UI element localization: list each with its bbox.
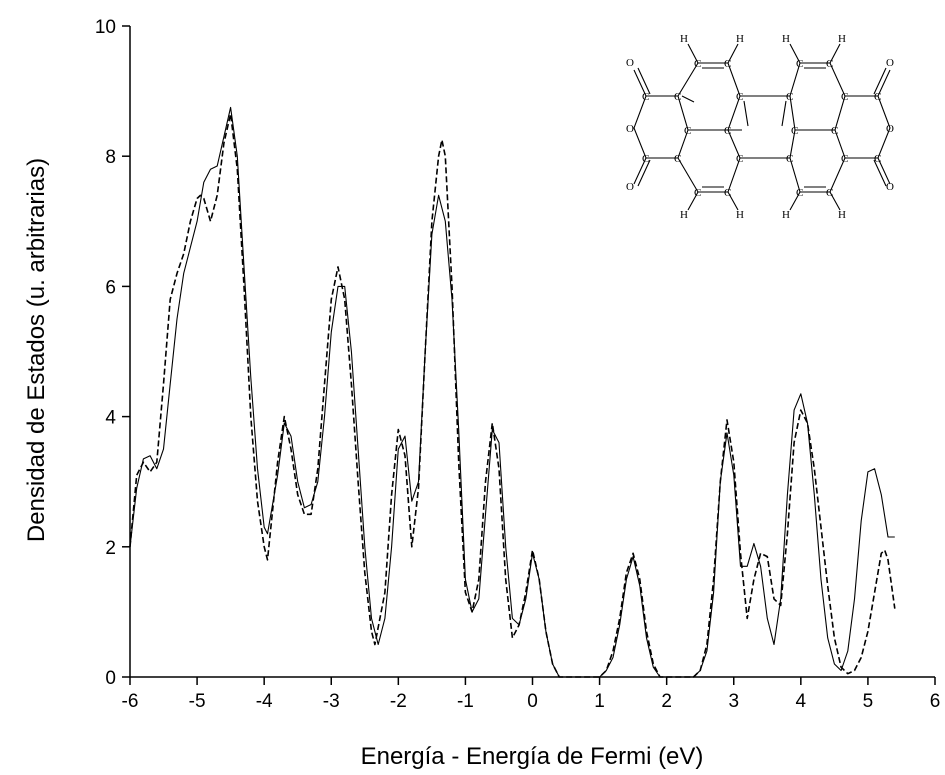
carbon-atom: C bbox=[642, 153, 649, 165]
carbon-atom: C bbox=[786, 91, 793, 103]
carbon-atom: C bbox=[642, 91, 649, 103]
carbon-atom: C bbox=[786, 153, 793, 165]
carbon-atom: C bbox=[724, 187, 731, 199]
carbon-atom: C bbox=[791, 125, 798, 137]
carbon-atom: C bbox=[841, 91, 848, 103]
y-axis-title: Densidad de Estados (u. arbitrarias) bbox=[23, 158, 50, 542]
molecule-structure-inset: C C C C C C C C C C C C C C C C C C C C bbox=[626, 33, 894, 221]
x-tick-label: 0 bbox=[527, 691, 538, 712]
carbon-atom: C bbox=[736, 91, 743, 103]
hydrogen-atom: H bbox=[782, 33, 790, 45]
molecule-atoms: C C C C C C C C C C C C C C C C C C C C bbox=[626, 33, 894, 221]
carbon-atom: C bbox=[796, 58, 803, 70]
x-tick-label: 1 bbox=[594, 691, 605, 712]
x-tick-label: 5 bbox=[863, 691, 874, 712]
x-tick-label: 4 bbox=[796, 691, 807, 712]
oxygen-atom: O bbox=[886, 57, 894, 69]
carbon-atom: C bbox=[724, 58, 731, 70]
carbon-atom: C bbox=[736, 153, 743, 165]
carbon-atom: C bbox=[724, 125, 731, 137]
x-tick-label: -4 bbox=[256, 691, 273, 712]
hydrogen-atom: H bbox=[838, 33, 846, 45]
hydrogen-atom: H bbox=[838, 209, 846, 221]
y-tick-label: 2 bbox=[105, 538, 116, 559]
oxygen-atom: O bbox=[626, 123, 634, 135]
carbon-atom: C bbox=[694, 58, 701, 70]
x-tick-label: 3 bbox=[728, 691, 739, 712]
x-tick-label: -3 bbox=[323, 691, 340, 712]
hydrogen-atom: H bbox=[736, 209, 744, 221]
oxygen-atom: O bbox=[626, 181, 634, 193]
carbon-atom: C bbox=[694, 187, 701, 199]
carbon-atom: C bbox=[796, 187, 803, 199]
series-layer bbox=[129, 106, 896, 678]
carbon-atom: C bbox=[874, 91, 881, 103]
hydrogen-atom: H bbox=[736, 33, 744, 45]
carbon-atom: C bbox=[841, 153, 848, 165]
plot-area: -6 -5 -4 -3 -2 -1 0 1 2 3 4 5 6 0 2 4 6 8 10 bbox=[95, 17, 940, 712]
carbon-atom: C bbox=[684, 125, 691, 137]
y-tick-label: 6 bbox=[105, 277, 116, 298]
x-tick-label: -2 bbox=[390, 691, 407, 712]
carbon-atom: C bbox=[831, 125, 838, 137]
oxygen-atom: O bbox=[886, 181, 894, 193]
carbon-atoms: C C C C C C C C C C C C C C C C C C C C bbox=[642, 58, 881, 199]
hydrogen-atom: H bbox=[680, 209, 688, 221]
oxygen-atom: O bbox=[886, 123, 894, 135]
hydrogen-atoms: H H H H H H H H bbox=[680, 33, 846, 221]
y-tick-label: 0 bbox=[105, 668, 116, 689]
x-axis-title: Energía - Energía de Fermi (eV) bbox=[361, 743, 704, 770]
x-tick-label: 2 bbox=[661, 691, 672, 712]
oxygen-atoms: O O O O O O bbox=[626, 57, 894, 193]
hydrogen-atom: H bbox=[680, 33, 688, 45]
carbon-atom: C bbox=[674, 91, 681, 103]
hydrogen-atom: H bbox=[782, 209, 790, 221]
carbon-atom: C bbox=[674, 153, 681, 165]
y-tick-label: 8 bbox=[105, 147, 116, 168]
x-tick-label: -6 bbox=[122, 691, 139, 712]
x-tick-label: -5 bbox=[189, 691, 206, 712]
carbon-atom: C bbox=[826, 187, 833, 199]
y-tick-label: 4 bbox=[105, 408, 116, 429]
molecule-bonds bbox=[633, 43, 891, 211]
y-tick-label: 10 bbox=[95, 17, 116, 38]
carbon-atom: C bbox=[874, 153, 881, 165]
series-line-solid bbox=[129, 106, 895, 678]
series-line-dashed bbox=[129, 113, 896, 678]
oxygen-atom: O bbox=[626, 57, 634, 69]
x-ticks: -6 -5 -4 -3 -2 -1 0 1 2 3 4 5 6 bbox=[122, 677, 941, 712]
y-ticks: 0 2 4 6 8 10 bbox=[95, 17, 130, 689]
x-tick-label: 6 bbox=[930, 691, 941, 712]
carbon-atom: C bbox=[826, 58, 833, 70]
x-tick-label: -1 bbox=[457, 691, 474, 712]
